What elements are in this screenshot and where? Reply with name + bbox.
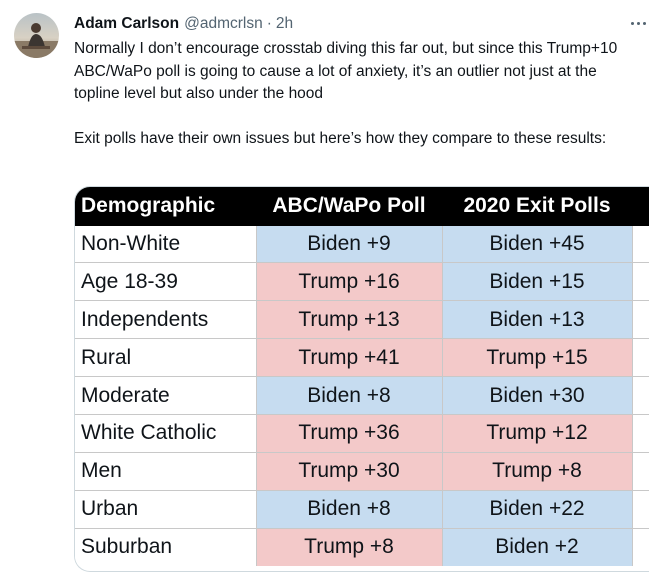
table-row: Non-White Biden +9 Biden +45 (75, 225, 649, 264)
tweet-header: Adam Carlson @admcrlsn · 2h (74, 14, 293, 34)
user-avatar[interactable] (14, 13, 59, 58)
abc-wapo-cell: Trump +13 (256, 300, 443, 340)
row-edge (632, 376, 649, 415)
exit-poll-cell: Biden +22 (442, 490, 633, 529)
exit-poll-cell: Trump +15 (442, 338, 633, 378)
table-row: Moderate Biden +8 Biden +30 (75, 376, 649, 415)
row-edge (632, 262, 649, 302)
exit-poll-cell: Biden +30 (442, 376, 633, 415)
demographic-cell: Non-White (75, 225, 257, 264)
demographic-cell: Rural (75, 338, 257, 378)
more-horizontal-icon[interactable] (628, 14, 648, 32)
demographic-cell: Independents (75, 300, 257, 340)
tweet-timestamp[interactable]: 2h (275, 15, 294, 32)
separator-dot: · (266, 15, 272, 32)
header-edge (632, 187, 649, 226)
abc-wapo-cell: Trump +16 (256, 262, 443, 302)
exit-poll-cell: Trump +8 (442, 452, 633, 491)
row-edge (632, 452, 649, 491)
demographic-cell: White Catholic (75, 414, 257, 453)
row-edge (632, 528, 649, 567)
table-row: Rural Trump +41 Trump +15 (75, 338, 649, 378)
abc-wapo-cell: Trump +36 (256, 414, 443, 453)
tweet-media-image[interactable]: Demographic ABC/WaPo Poll 2020 Exit Poll… (74, 186, 649, 572)
table-row: Men Trump +30 Trump +8 (75, 452, 649, 491)
table-row: Urban Biden +8 Biden +22 (75, 490, 649, 529)
abc-wapo-cell: Trump +8 (256, 528, 443, 567)
demographic-cell: Men (75, 452, 257, 491)
table-row: Independents Trump +13 Biden +13 (75, 300, 649, 340)
abc-wapo-cell: Biden +9 (256, 225, 443, 264)
row-edge (632, 225, 649, 264)
table-row: Age 18-39 Trump +16 Biden +15 (75, 262, 649, 302)
abc-wapo-cell: Trump +41 (256, 338, 443, 378)
column-header-abc-wapo: ABC/WaPo Poll (256, 187, 442, 226)
exit-poll-cell: Biden +2 (442, 528, 633, 567)
exit-poll-cell: Biden +13 (442, 300, 633, 340)
table-header-row: Demographic ABC/WaPo Poll 2020 Exit Poll… (75, 187, 649, 226)
demographic-cell: Suburban (75, 528, 257, 567)
author-name[interactable]: Adam Carlson (74, 15, 180, 32)
demographic-cell: Moderate (75, 376, 257, 415)
row-edge (632, 338, 649, 378)
author-handle[interactable]: @admcrlsn (184, 15, 263, 32)
crosstab-table: Demographic ABC/WaPo Poll 2020 Exit Poll… (75, 187, 649, 567)
demographic-cell: Urban (75, 490, 257, 529)
abc-wapo-cell: Trump +30 (256, 452, 443, 491)
column-header-demographic: Demographic (75, 187, 256, 226)
exit-poll-cell: Biden +15 (442, 262, 633, 302)
row-edge (632, 300, 649, 340)
tweet-text: Normally I don’t encourage crosstab divi… (74, 38, 644, 151)
table-row: White Catholic Trump +36 Trump +12 (75, 414, 649, 453)
table-row: Suburban Trump +8 Biden +2 (75, 528, 649, 567)
tweet-paragraph: Normally I don’t encourage crosstab divi… (74, 40, 618, 102)
column-header-exit-polls: 2020 Exit Polls (442, 187, 632, 226)
demographic-cell: Age 18-39 (75, 262, 257, 302)
abc-wapo-cell: Biden +8 (256, 376, 443, 415)
row-edge (632, 414, 649, 453)
avatar-image (14, 13, 59, 58)
abc-wapo-cell: Biden +8 (256, 490, 443, 529)
row-edge (632, 490, 649, 529)
exit-poll-cell: Biden +45 (442, 225, 633, 264)
tweet-paragraph: Exit polls have their own issues but her… (74, 130, 607, 147)
exit-poll-cell: Trump +12 (442, 414, 633, 453)
